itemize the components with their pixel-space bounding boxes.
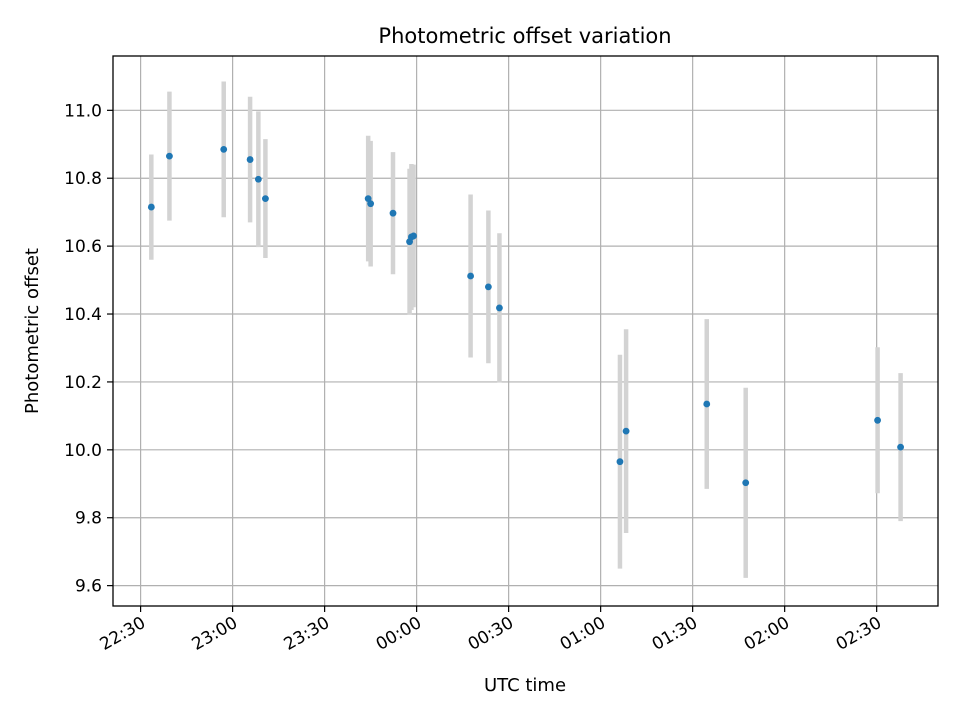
data-point [147,203,155,211]
data-point [220,145,228,153]
data-point [364,195,372,202]
y-tick-label: 10.2 [64,373,102,393]
data-point [703,400,711,408]
data-point [616,458,624,466]
data-point [496,304,503,312]
data-point [166,152,173,160]
y-tick-label: 10.8 [64,169,102,189]
plot-frame [112,55,939,607]
y-tick-label: 11.0 [64,101,102,121]
y-tick-label: 9.6 [75,577,102,597]
data-point [484,283,492,291]
y-tick-label: 10.6 [64,237,102,257]
y-tick-label: 10.0 [64,441,102,461]
y-axis-ticks: 9.6 9.8 10.0 10.2 10.4 10.6 10.8 11.0 [64,101,113,597]
chart-title: Photometric offset variation [378,24,671,48]
x-axis-label: UTC time [484,675,566,696]
grid-lines [113,56,938,606]
data-points [147,145,904,487]
data-point [897,443,904,451]
data-point [742,479,750,487]
y-axis-label: Photometric offset [22,248,43,414]
data-point [389,209,397,217]
data-point [246,156,254,163]
data-point [254,175,262,183]
y-tick-label: 10.4 [64,305,102,325]
data-point [622,427,630,435]
data-point [367,200,375,208]
data-point [467,272,475,280]
data-point [410,232,417,240]
y-tick-label: 9.8 [75,509,102,529]
data-point [262,195,269,202]
data-point [874,416,881,424]
